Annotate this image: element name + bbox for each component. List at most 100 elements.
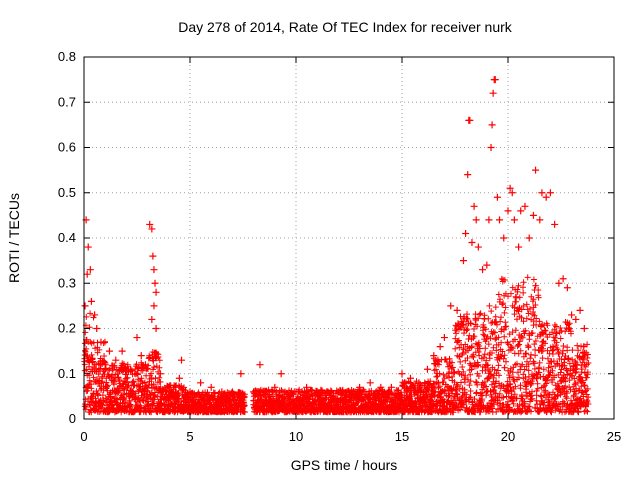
y-tick-label: 0 [69,411,76,426]
data-point [152,288,160,296]
data-point [256,361,264,369]
data-point [485,216,493,224]
data-point [83,270,91,278]
data-point [86,266,94,274]
y-tick-label: 0.3 [58,275,76,290]
data-point [118,347,126,355]
data-point [462,229,470,237]
y-tick-label: 0.1 [58,366,76,381]
data-point [515,243,523,251]
data-point [459,257,467,265]
data-point [542,193,550,201]
data-point [398,370,406,378]
x-tick-label: 15 [395,429,409,444]
data-point [488,121,496,129]
data-point [430,352,438,360]
data-point [218,388,226,396]
data-point [506,184,514,192]
data-point [356,383,364,391]
data-point [559,275,567,283]
data-point [500,234,508,242]
data-point [250,388,258,396]
data-point [105,347,113,355]
data-point [277,370,285,378]
data-point [504,207,512,215]
data-point [468,239,476,247]
data-point [440,334,448,342]
y-tick-label: 0.7 [58,94,76,109]
data-point [466,116,474,124]
data-point [508,189,516,197]
data-point [470,202,478,210]
data-point [87,297,95,305]
data-point [175,374,183,382]
data-point [525,234,533,242]
data-point [546,189,554,197]
data-point [580,325,588,332]
data-point [453,306,461,314]
y-tick-label: 0.6 [58,140,76,155]
data-point [150,302,158,310]
y-tick-label: 0.2 [58,321,76,336]
data-point [141,361,149,369]
data-point [536,216,544,224]
data-point [487,144,495,151]
data-point [568,311,576,319]
data-point [237,370,245,378]
data-point [555,279,563,287]
data-point [207,383,215,391]
data-point [479,266,487,274]
data-point [197,379,205,387]
data-point [474,243,482,251]
grid-lines [84,57,614,419]
data-point [538,189,546,197]
data-point [97,338,105,346]
data-point [133,334,141,342]
data-point [91,311,99,319]
data-point [493,193,501,201]
data-point [406,374,414,382]
x-tick-label: 25 [607,429,621,444]
y-tick-label: 0.4 [58,230,76,245]
data-point [529,211,537,219]
data-point [532,166,540,174]
data-point [447,302,455,310]
data-point [149,252,157,260]
data-point [489,89,497,97]
data-point [472,216,480,224]
data-point [313,388,321,396]
data-point [491,76,499,84]
data-point [81,302,89,310]
data-point [165,383,173,391]
data-point [93,325,101,332]
data-point [292,388,300,396]
data-point [436,343,444,351]
dense-marker-cloud [81,274,592,416]
data-point [510,216,518,224]
data-point [148,225,156,233]
data-point [563,284,571,292]
x-axis-label: GPS time / hours [291,457,398,473]
data-point [415,379,423,387]
data-point [572,315,580,323]
x-tick-label: 5 [186,429,193,444]
data-points [81,76,588,400]
data-point [146,220,154,228]
data-point [483,261,491,269]
data-point [150,266,158,274]
x-tick-label: 0 [80,429,87,444]
data-point [148,315,156,323]
data-point [496,216,504,224]
data-point [84,243,92,251]
data-point [366,379,374,387]
data-point [186,388,194,396]
data-point [271,383,279,391]
data-point [345,392,353,400]
x-tick-label: 20 [501,429,515,444]
data-point [423,365,431,373]
data-point [334,388,342,396]
y-tick-label: 0.5 [58,185,76,200]
data-point [377,383,385,391]
data-point [551,220,559,228]
